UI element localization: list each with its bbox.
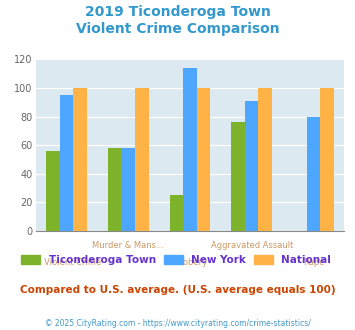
- Legend: Ticonderoga Town, New York, National: Ticonderoga Town, New York, National: [20, 253, 333, 267]
- Bar: [320, 88, 334, 231]
- Bar: [135, 88, 148, 231]
- Text: © 2025 CityRating.com - https://www.cityrating.com/crime-statistics/: © 2025 CityRating.com - https://www.city…: [45, 319, 310, 328]
- Text: Robbery: Robbery: [173, 258, 207, 267]
- Text: Murder & Mans...: Murder & Mans...: [92, 241, 164, 250]
- Text: Compared to U.S. average. (U.S. average equals 100): Compared to U.S. average. (U.S. average …: [20, 285, 335, 295]
- Bar: [258, 88, 272, 231]
- Bar: [245, 101, 258, 231]
- Bar: [170, 195, 183, 231]
- Text: All Violent Crime: All Violent Crime: [31, 258, 102, 267]
- Bar: [197, 88, 210, 231]
- Bar: [108, 148, 121, 231]
- Bar: [183, 68, 197, 231]
- Text: Aggravated Assault: Aggravated Assault: [211, 241, 293, 250]
- Bar: [46, 151, 60, 231]
- Bar: [73, 88, 87, 231]
- Text: Rape: Rape: [303, 258, 324, 267]
- Text: 2019 Ticonderoga Town
Violent Crime Comparison: 2019 Ticonderoga Town Violent Crime Comp…: [76, 5, 279, 36]
- Bar: [231, 122, 245, 231]
- Bar: [307, 116, 320, 231]
- Bar: [121, 148, 135, 231]
- Bar: [60, 95, 73, 231]
